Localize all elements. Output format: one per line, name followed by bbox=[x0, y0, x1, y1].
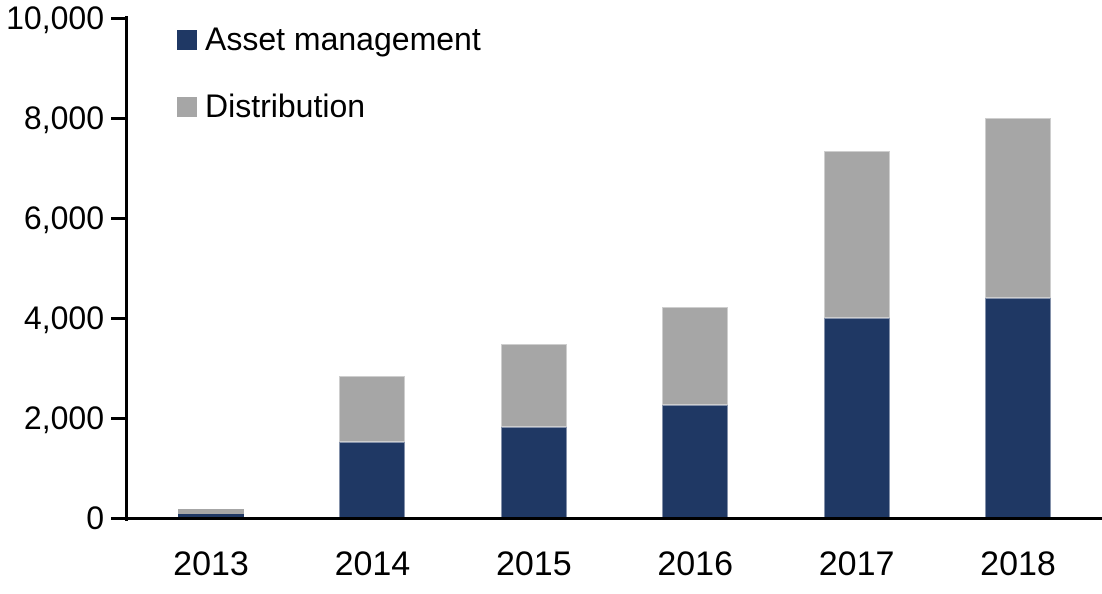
bar-2018-distribution bbox=[985, 118, 1051, 298]
bar-2017-asset-management bbox=[823, 317, 890, 518]
bar-2016-distribution bbox=[662, 307, 729, 405]
y-axis-tick bbox=[111, 316, 125, 320]
bar-2016-asset-management bbox=[662, 404, 729, 518]
y-axis-tick-label: 4,000 bbox=[23, 300, 104, 336]
bar-2013-distribution bbox=[178, 509, 244, 514]
legend-item-asset-management: Asset management bbox=[177, 21, 481, 57]
bar-2018-asset-management bbox=[985, 298, 1051, 518]
y-axis-line bbox=[125, 16, 128, 521]
x-axis-category-label: 2018 bbox=[980, 545, 1056, 583]
x-axis-line bbox=[111, 516, 1102, 520]
bar-2014-asset-management bbox=[339, 442, 406, 518]
bar-2017-distribution bbox=[823, 150, 890, 318]
y-axis-tick-label: 0 bbox=[86, 500, 104, 536]
x-axis-category-label: 2014 bbox=[334, 545, 411, 583]
legend-label-distribution: Distribution bbox=[205, 88, 366, 124]
y-axis-tick-label: 2,000 bbox=[23, 400, 104, 436]
y-axis-tick-label: 8,000 bbox=[23, 100, 104, 136]
y-axis-tick-label: 6,000 bbox=[23, 200, 104, 236]
legend-swatch-distribution-icon bbox=[177, 96, 197, 117]
y-axis-tick bbox=[111, 216, 125, 220]
bar-2013-asset-management bbox=[178, 514, 244, 518]
legend-item-distribution: Distribution bbox=[177, 88, 366, 124]
y-axis-tick bbox=[111, 16, 125, 20]
bar-2015-distribution bbox=[500, 344, 567, 427]
y-axis-tick bbox=[111, 116, 125, 120]
y-axis-tick bbox=[111, 416, 125, 420]
x-axis-category-label: 2015 bbox=[495, 545, 572, 583]
x-axis-category-label: 2013 bbox=[173, 545, 249, 583]
bar-2015-asset-management bbox=[500, 426, 567, 518]
x-axis-category-label: 2017 bbox=[818, 545, 895, 583]
x-axis-category-label: 2016 bbox=[657, 545, 734, 583]
y-axis-tick-label: 10,000 bbox=[6, 0, 104, 36]
legend-label-asset-management: Asset management bbox=[205, 21, 481, 57]
bar-2014-distribution bbox=[339, 376, 406, 442]
legend-swatch-asset-management-icon bbox=[177, 29, 197, 50]
